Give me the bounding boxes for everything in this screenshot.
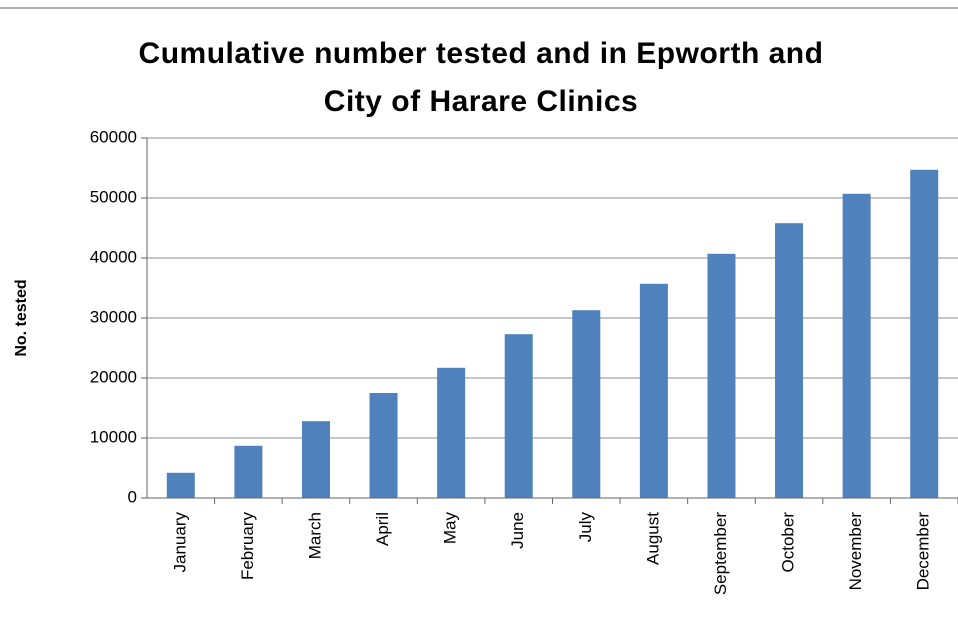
bar [639, 283, 668, 498]
x-tick-label: January [170, 512, 189, 573]
bar [166, 472, 195, 498]
x-tick-label: June [508, 512, 527, 549]
y-tick-label: 40000 [90, 247, 137, 266]
x-tick-label: March [305, 512, 324, 559]
bar [301, 421, 330, 498]
y-tick-label: 30000 [90, 307, 137, 326]
bar [842, 193, 871, 499]
bar [707, 253, 736, 498]
x-tick-label: October [779, 512, 798, 573]
x-tick-label: November [846, 512, 865, 591]
x-tick-label: July [576, 512, 595, 543]
x-tick-label: December [914, 512, 933, 591]
bar [572, 310, 601, 498]
bar [437, 367, 466, 498]
bar [369, 393, 398, 498]
chart-title: Cumulative number tested and in Epworth … [138, 37, 824, 118]
x-tick-label: August [643, 512, 662, 565]
bar [775, 223, 804, 498]
bar [234, 445, 263, 498]
y-tick-label: 10000 [90, 427, 137, 446]
bar [910, 169, 939, 499]
y-tick-label: 20000 [90, 367, 137, 386]
y-axis-label: No. tested [13, 279, 30, 356]
y-tick-label: 50000 [90, 187, 137, 206]
y-tick-label: 60000 [90, 127, 137, 146]
y-tick-label: 0 [128, 487, 137, 506]
bar [504, 334, 533, 498]
x-tick-label: May [441, 512, 460, 545]
x-tick-label: September [711, 512, 730, 595]
x-tick-label: April [373, 512, 392, 546]
x-tick-label: February [238, 512, 257, 581]
